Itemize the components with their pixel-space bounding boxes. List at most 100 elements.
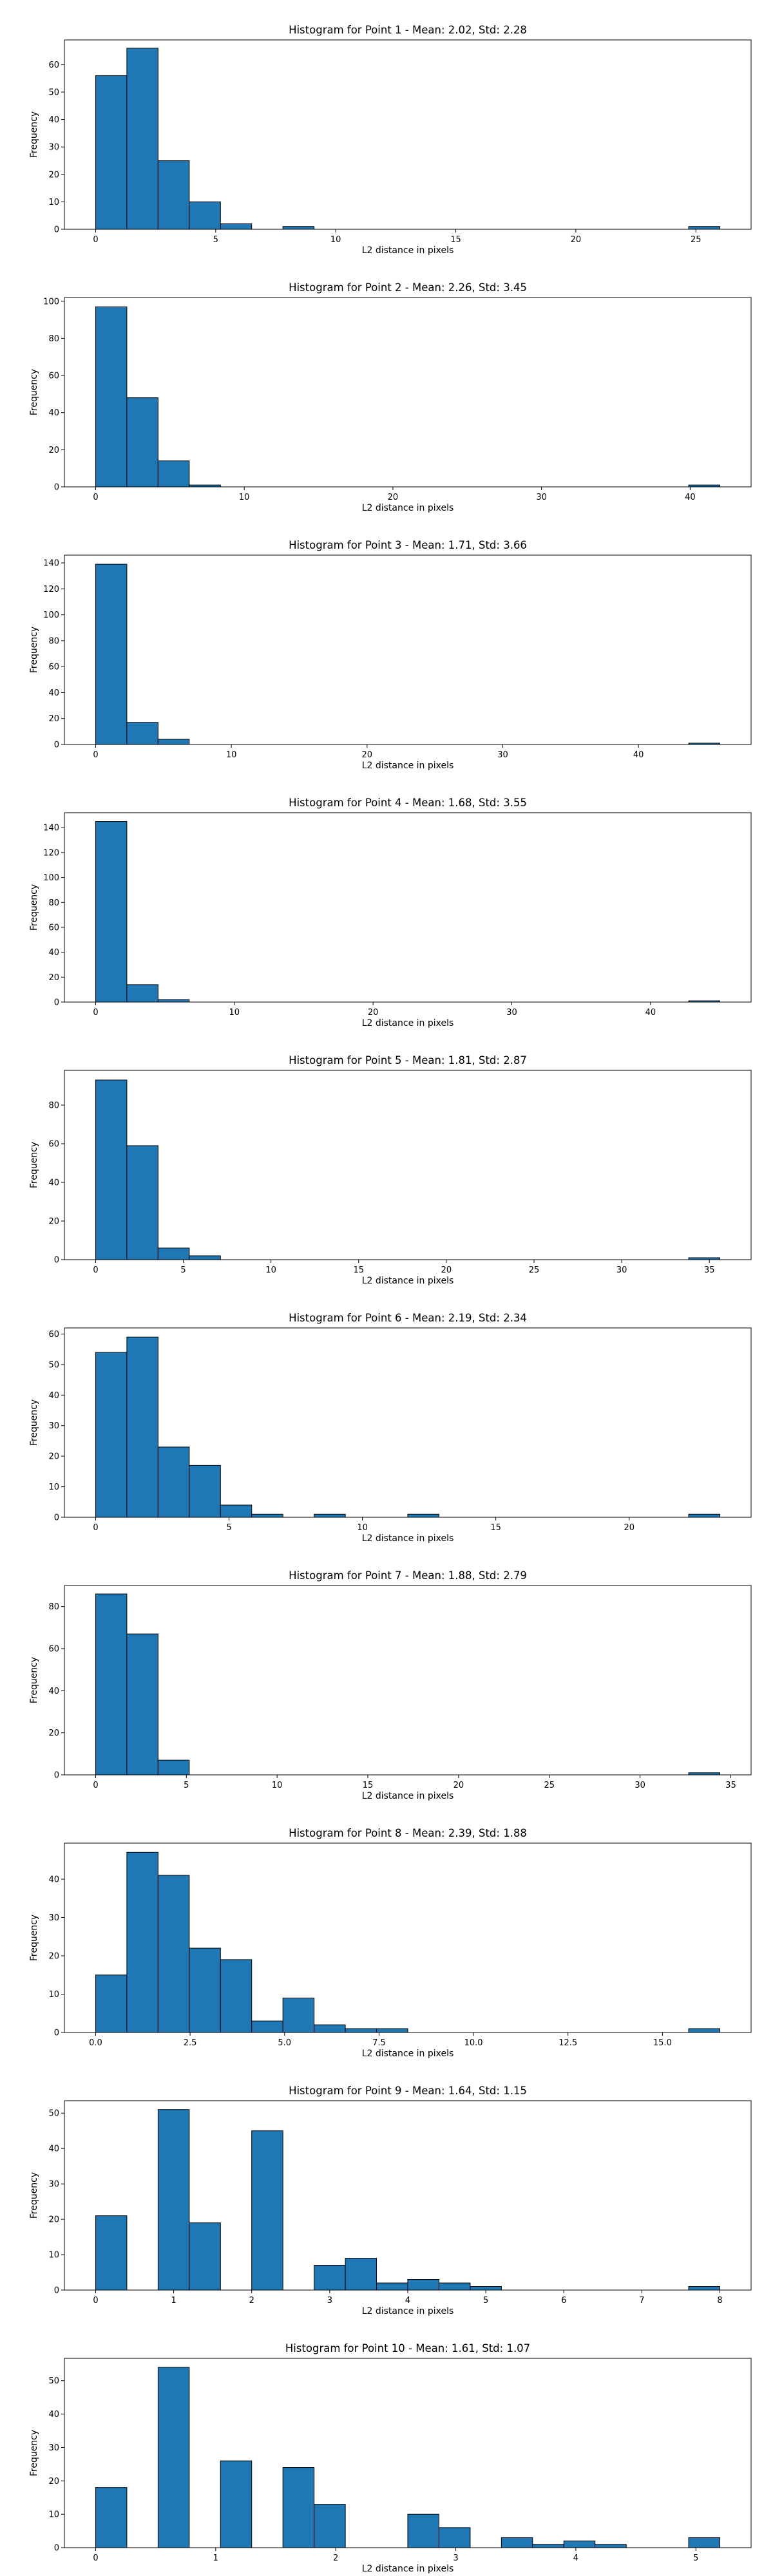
x-tick-label: 5 — [213, 235, 218, 245]
histogram-bar — [688, 2286, 721, 2291]
histogram-bar — [251, 2020, 283, 2033]
x-tick-label: 0 — [93, 750, 98, 760]
x-tick-label: 10 — [357, 1523, 368, 1533]
histogram-bar — [532, 2544, 564, 2548]
x-tick-label: 0 — [93, 1265, 98, 1275]
histogram-bar — [282, 1997, 315, 2033]
x-axis-label: L2 distance in pixels — [362, 1018, 454, 1028]
y-tick-label: 60 — [48, 1330, 59, 1340]
histogram-bar — [688, 1513, 721, 1518]
y-tick-label: 50 — [48, 88, 59, 97]
x-tick-label: 30 — [497, 750, 508, 760]
y-tick-label: 20 — [48, 446, 59, 455]
histogram-bar — [438, 2527, 471, 2548]
x-tick-label: 0 — [93, 235, 98, 245]
y-tick-label: 40 — [48, 1687, 59, 1696]
y-tick-label: 0 — [54, 1771, 59, 1781]
y-tick-label: 20 — [48, 1452, 59, 1462]
y-tick-label: 40 — [48, 688, 59, 698]
histogram-bar — [126, 48, 158, 230]
histogram-bar — [157, 999, 190, 1003]
histogram-bar — [407, 2514, 439, 2548]
y-tick-label: 50 — [48, 2109, 59, 2119]
y-tick-label: 50 — [48, 2376, 59, 2386]
x-tick-label: 7 — [639, 2296, 644, 2306]
x-tick-label: 10 — [265, 1265, 276, 1275]
y-tick-label: 30 — [48, 1421, 59, 1431]
y-tick-label: 0 — [54, 741, 59, 750]
histogram-bar — [251, 2130, 283, 2291]
x-axis-label: L2 distance in pixels — [362, 1791, 454, 1801]
histogram-bar — [95, 75, 128, 230]
axes-frame — [64, 1327, 752, 1518]
histogram-bar — [189, 2222, 221, 2291]
histogram-bar — [95, 821, 128, 1003]
chart-title: Histogram for Point 3 - Mean: 1.71, Std:… — [289, 539, 527, 551]
x-tick-label: 0 — [93, 1008, 98, 1018]
histogram-panel-4: 0 10 20 30 40 0 20 40 60 80 100 120 140 Histogram for… — [29, 797, 752, 1028]
y-axis-label: Frequency — [29, 369, 39, 415]
x-tick-label: 20 — [368, 1008, 379, 1018]
y-tick-label: 80 — [48, 898, 59, 908]
y-tick-label: 60 — [48, 372, 59, 381]
y-tick-label: 10 — [48, 1990, 59, 2000]
histogram-bar — [407, 1513, 439, 1518]
x-tick-label: 1 — [171, 2296, 176, 2306]
x-tick-label: 0 — [93, 1523, 98, 1533]
histogram-bar — [688, 2028, 721, 2033]
histogram-bar — [220, 1959, 253, 2033]
x-tick-label: 0 — [93, 2296, 98, 2306]
y-tick-label: 40 — [48, 1179, 59, 1188]
axes-frame — [64, 1585, 752, 1776]
histogram-panel-1: 0 5 10 15 20 25 0 10 20 30 40 50 60 Histogram for Poi… — [29, 24, 752, 256]
y-tick-label: 0 — [54, 1256, 59, 1265]
histogram-bar — [157, 1247, 190, 1260]
y-tick-label: 80 — [48, 334, 59, 344]
histogram-bar — [220, 1504, 253, 1518]
y-tick-label: 100 — [43, 611, 59, 620]
chart-title: Histogram for Point 5 - Mean: 1.81, Std:… — [289, 1054, 527, 1066]
histogram-bar — [470, 2286, 502, 2291]
histogram-bar — [157, 2367, 190, 2548]
y-tick-label: 0 — [54, 1513, 59, 1523]
x-tick-label: 10 — [229, 1008, 240, 1018]
histogram-bar — [157, 1759, 190, 1776]
histogram-bar — [95, 1079, 128, 1260]
histogram-bar — [126, 397, 158, 488]
y-axis-label: Frequency — [29, 627, 39, 673]
y-axis-label: Frequency — [29, 111, 39, 158]
y-axis-label: Frequency — [29, 884, 39, 931]
axes-frame — [64, 554, 752, 745]
histogram-bar — [376, 2028, 408, 2033]
histogram-bar — [95, 1352, 128, 1518]
histogram-bar — [189, 1947, 221, 2033]
histogram-bar — [189, 1255, 221, 1260]
y-tick-label: 0 — [54, 998, 59, 1008]
x-tick-label: 1 — [213, 2553, 218, 2563]
histogram-bar — [501, 2537, 533, 2548]
y-tick-label: 20 — [48, 973, 59, 983]
x-axis-label: L2 distance in pixels — [362, 761, 454, 771]
y-tick-label: 30 — [48, 143, 59, 153]
histogram-bar — [563, 2541, 596, 2548]
x-tick-label: 25 — [691, 235, 701, 245]
y-axis-label: Frequency — [29, 2172, 39, 2219]
chart-title: Histogram for Point 8 - Mean: 2.39, Std:… — [289, 1827, 527, 1839]
histogram-bar — [157, 2109, 190, 2291]
x-tick-label: 0 — [93, 1781, 98, 1790]
x-tick-label: 30 — [506, 1008, 517, 1018]
histogram-bar — [595, 2544, 627, 2548]
histogram-bar — [314, 2024, 346, 2033]
x-tick-label: 20 — [571, 235, 582, 245]
x-tick-label: 15 — [354, 1265, 365, 1275]
chart-title: Histogram for Point 6 - Mean: 2.19, Std:… — [289, 1312, 527, 1324]
x-tick-label: 20 — [453, 1781, 464, 1790]
histogram-bar — [407, 2279, 439, 2291]
x-tick-label: 5 — [693, 2553, 698, 2563]
x-tick-label: 20 — [624, 1523, 635, 1533]
x-tick-label: 15 — [450, 235, 461, 245]
x-tick-label: 10 — [272, 1781, 283, 1790]
y-tick-label: 20 — [48, 1728, 59, 1738]
x-axis-label: L2 distance in pixels — [362, 1533, 454, 1544]
